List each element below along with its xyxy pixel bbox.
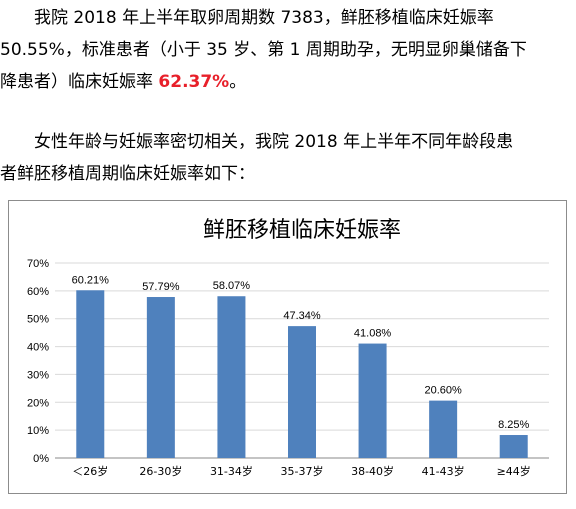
bar	[217, 296, 246, 458]
x-tick-label: 41-43岁	[422, 464, 465, 478]
intro-line-3: 降患者）临床妊娠率	[0, 72, 159, 92]
y-tick-label: 10%	[27, 425, 49, 437]
x-tick-label: ＜26岁	[72, 464, 108, 478]
y-tick-label: 70%	[27, 258, 49, 270]
age-line-1: 女性年龄与妊娠率密切相关，我院 2018 年上半年不同年龄段患	[34, 132, 514, 152]
data-label: 60.21%	[72, 274, 110, 286]
x-tick-label: 38-40岁	[351, 464, 394, 478]
x-tick-label: 26-30岁	[139, 464, 182, 478]
x-tick-label: 35-37岁	[281, 464, 324, 478]
y-tick-label: 60%	[27, 286, 49, 298]
age-paragraph: 女性年龄与妊娠率密切相关，我院 2018 年上半年不同年龄段患 者鲜胚移植周期临…	[0, 126, 576, 190]
data-label: 41.08%	[354, 328, 392, 340]
intro-paragraph: 我院 2018 年上半年取卵周期数 7383，鲜胚移植临床妊娠率 50.55%，…	[0, 2, 576, 98]
bar	[429, 400, 458, 458]
data-label: 58.07%	[213, 280, 251, 292]
age-line-2: 者鲜胚移植周期临床妊娠率如下：	[0, 164, 255, 184]
y-tick-label: 20%	[27, 397, 49, 409]
y-tick-label: 0%	[33, 453, 49, 465]
data-label: 20.60%	[424, 385, 462, 397]
y-tick-label: 40%	[27, 342, 49, 354]
bar	[499, 435, 528, 458]
data-label: 57.79%	[142, 281, 180, 293]
bar	[358, 343, 387, 458]
bar-chart: 鲜胚移植临床妊娠率 0% 10% 20% 30% 40% 50% 60% 70% 60.21% ＜2…	[27, 218, 549, 478]
intro-line-3-end: 。	[229, 72, 247, 92]
x-tick-label: 31-34岁	[210, 464, 253, 478]
chart-container: 鲜胚移植临床妊娠率 0% 10% 20% 30% 40% 50% 60% 70% 60.21% ＜2…	[8, 200, 567, 494]
bar	[146, 297, 175, 458]
intro-line-1: 我院 2018 年上半年取卵周期数 7383，鲜胚移植临床妊娠率	[34, 8, 494, 28]
intro-line-2: 50.55%，标准患者（小于 35 岁、第 1 周期助孕，无明显卵巢储备下	[0, 40, 527, 60]
y-tick-label: 30%	[27, 369, 49, 381]
y-tick-label: 50%	[27, 314, 49, 326]
standard-rate-value: 62.37%	[158, 72, 230, 92]
x-tick-label: ≥44岁	[497, 464, 531, 478]
bar	[76, 290, 105, 458]
data-label: 8.25%	[498, 419, 529, 431]
data-label: 47.34%	[283, 310, 321, 322]
chart-title: 鲜胚移植临床妊娠率	[203, 218, 401, 243]
bar	[288, 326, 316, 458]
